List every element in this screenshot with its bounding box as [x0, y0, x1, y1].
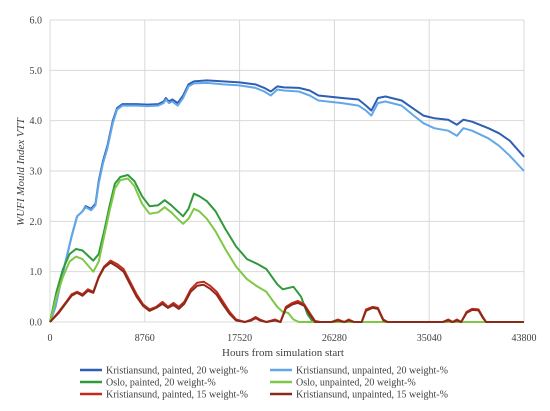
- legend-item-0: Kristiansund, painted, 20 weight-%: [80, 366, 248, 377]
- y-tick-label: 2.0: [30, 217, 43, 228]
- legend-label: Kristiansund, painted, 15 weight-%: [106, 390, 248, 401]
- y-axis-ticks: 0.0 1.0 2.0 3.0 4.0 5.0 6.0: [30, 16, 43, 329]
- legend: Kristiansund, painted, 20 weight-% Kristi…: [80, 366, 448, 401]
- x-axis-ticks: 0 8760 17520 26280 35040 43800: [48, 333, 537, 344]
- series-line-2: [49, 174, 524, 323]
- series-lines: [49, 79, 525, 323]
- legend-item-1: Kristiansund, unpainted, 20 weight-%: [270, 366, 448, 377]
- legend-label: Kristiansund, painted, 20 weight-%: [106, 366, 248, 377]
- y-tick-label: 1.0: [30, 267, 43, 278]
- x-tick-label: 35040: [417, 333, 442, 344]
- series-line-5: [49, 261, 524, 323]
- y-tick-label: 3.0: [30, 167, 43, 178]
- x-axis-title: Hours from simulation start: [222, 347, 344, 359]
- x-tick-label: 0: [48, 333, 53, 344]
- y-axis-title: WUFI Mould Index VTT: [15, 117, 27, 226]
- legend-label: Oslo, painted, 20 weight-%: [106, 378, 216, 389]
- legend-label: Kristiansund, unpainted, 20 weight-%: [296, 366, 448, 377]
- y-tick-label: 0.0: [30, 318, 43, 329]
- x-tick-label: 8760: [135, 333, 155, 344]
- y-tick-label: 5.0: [30, 66, 43, 77]
- legend-item-2: Oslo, painted, 20 weight-%: [80, 378, 216, 389]
- y-tick-label: 6.0: [30, 16, 43, 27]
- y-tick-label: 4.0: [30, 116, 43, 127]
- legend-item-3: Oslo, unpainted, 20 weight-%: [270, 378, 416, 389]
- legend-item-5: Kristiansund, unpainted, 15 weight-%: [270, 390, 448, 401]
- series-line-1: [49, 81, 525, 323]
- legend-label: Oslo, unpainted, 20 weight-%: [296, 378, 416, 389]
- x-tick-label: 43800: [512, 333, 537, 344]
- legend-label: Kristiansund, unpainted, 15 weight-%: [296, 390, 448, 401]
- series-line-3: [49, 177, 524, 323]
- x-tick-label: 26280: [322, 333, 347, 344]
- legend-item-4: Kristiansund, painted, 15 weight-%: [80, 390, 248, 401]
- x-tick-label: 17520: [227, 333, 252, 344]
